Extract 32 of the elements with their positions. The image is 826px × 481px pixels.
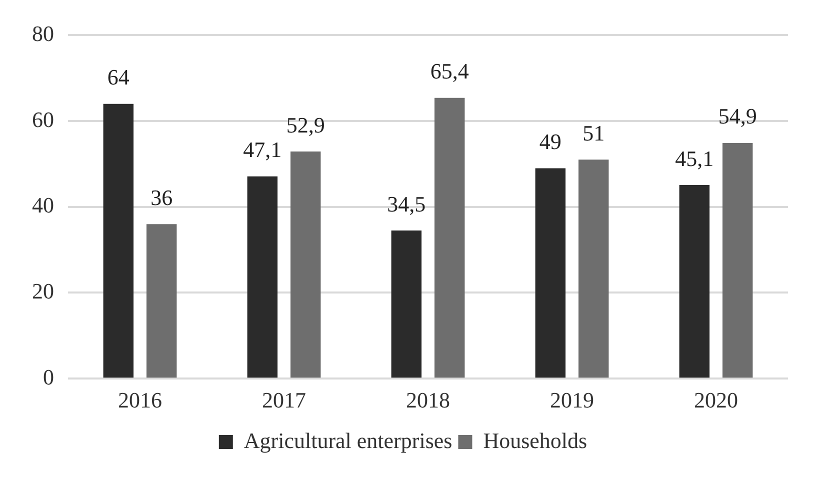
- y-tick-label: 40: [32, 192, 54, 218]
- bar: [391, 230, 422, 378]
- y-tick-label: 80: [32, 20, 54, 46]
- x-tick-label: 2018: [406, 388, 450, 413]
- bar: [535, 168, 566, 378]
- data-label: 65,4: [430, 58, 469, 84]
- data-label: 54,9: [718, 104, 757, 129]
- bar: [434, 98, 465, 378]
- x-tick-label: 2016: [118, 388, 162, 413]
- data-label: 51: [582, 120, 605, 146]
- bar: [146, 224, 177, 378]
- data-label: 52,9: [286, 112, 325, 138]
- x-tick-label: 2017: [262, 388, 306, 413]
- x-tick-label: 2019: [550, 388, 594, 413]
- legend-label: Agricultural enterprises: [244, 428, 452, 453]
- data-label: 49: [539, 129, 562, 154]
- bar: [290, 152, 321, 378]
- data-label: 64: [107, 64, 130, 90]
- y-tick-label: 20: [32, 278, 54, 304]
- x-tick-label: 2020: [694, 388, 738, 413]
- data-label: 47,1: [243, 137, 282, 162]
- bar: [679, 185, 710, 378]
- data-label: 45,1: [675, 146, 714, 171]
- y-tick-label: 0: [43, 364, 54, 390]
- bar: [103, 104, 134, 378]
- legend-label: Households: [483, 428, 588, 453]
- bar: [578, 160, 609, 378]
- bar: [247, 176, 278, 378]
- data-label: 36: [150, 184, 173, 210]
- y-tick-label: 60: [32, 106, 54, 132]
- data-label: 34,5: [387, 191, 426, 216]
- bar: [722, 142, 753, 378]
